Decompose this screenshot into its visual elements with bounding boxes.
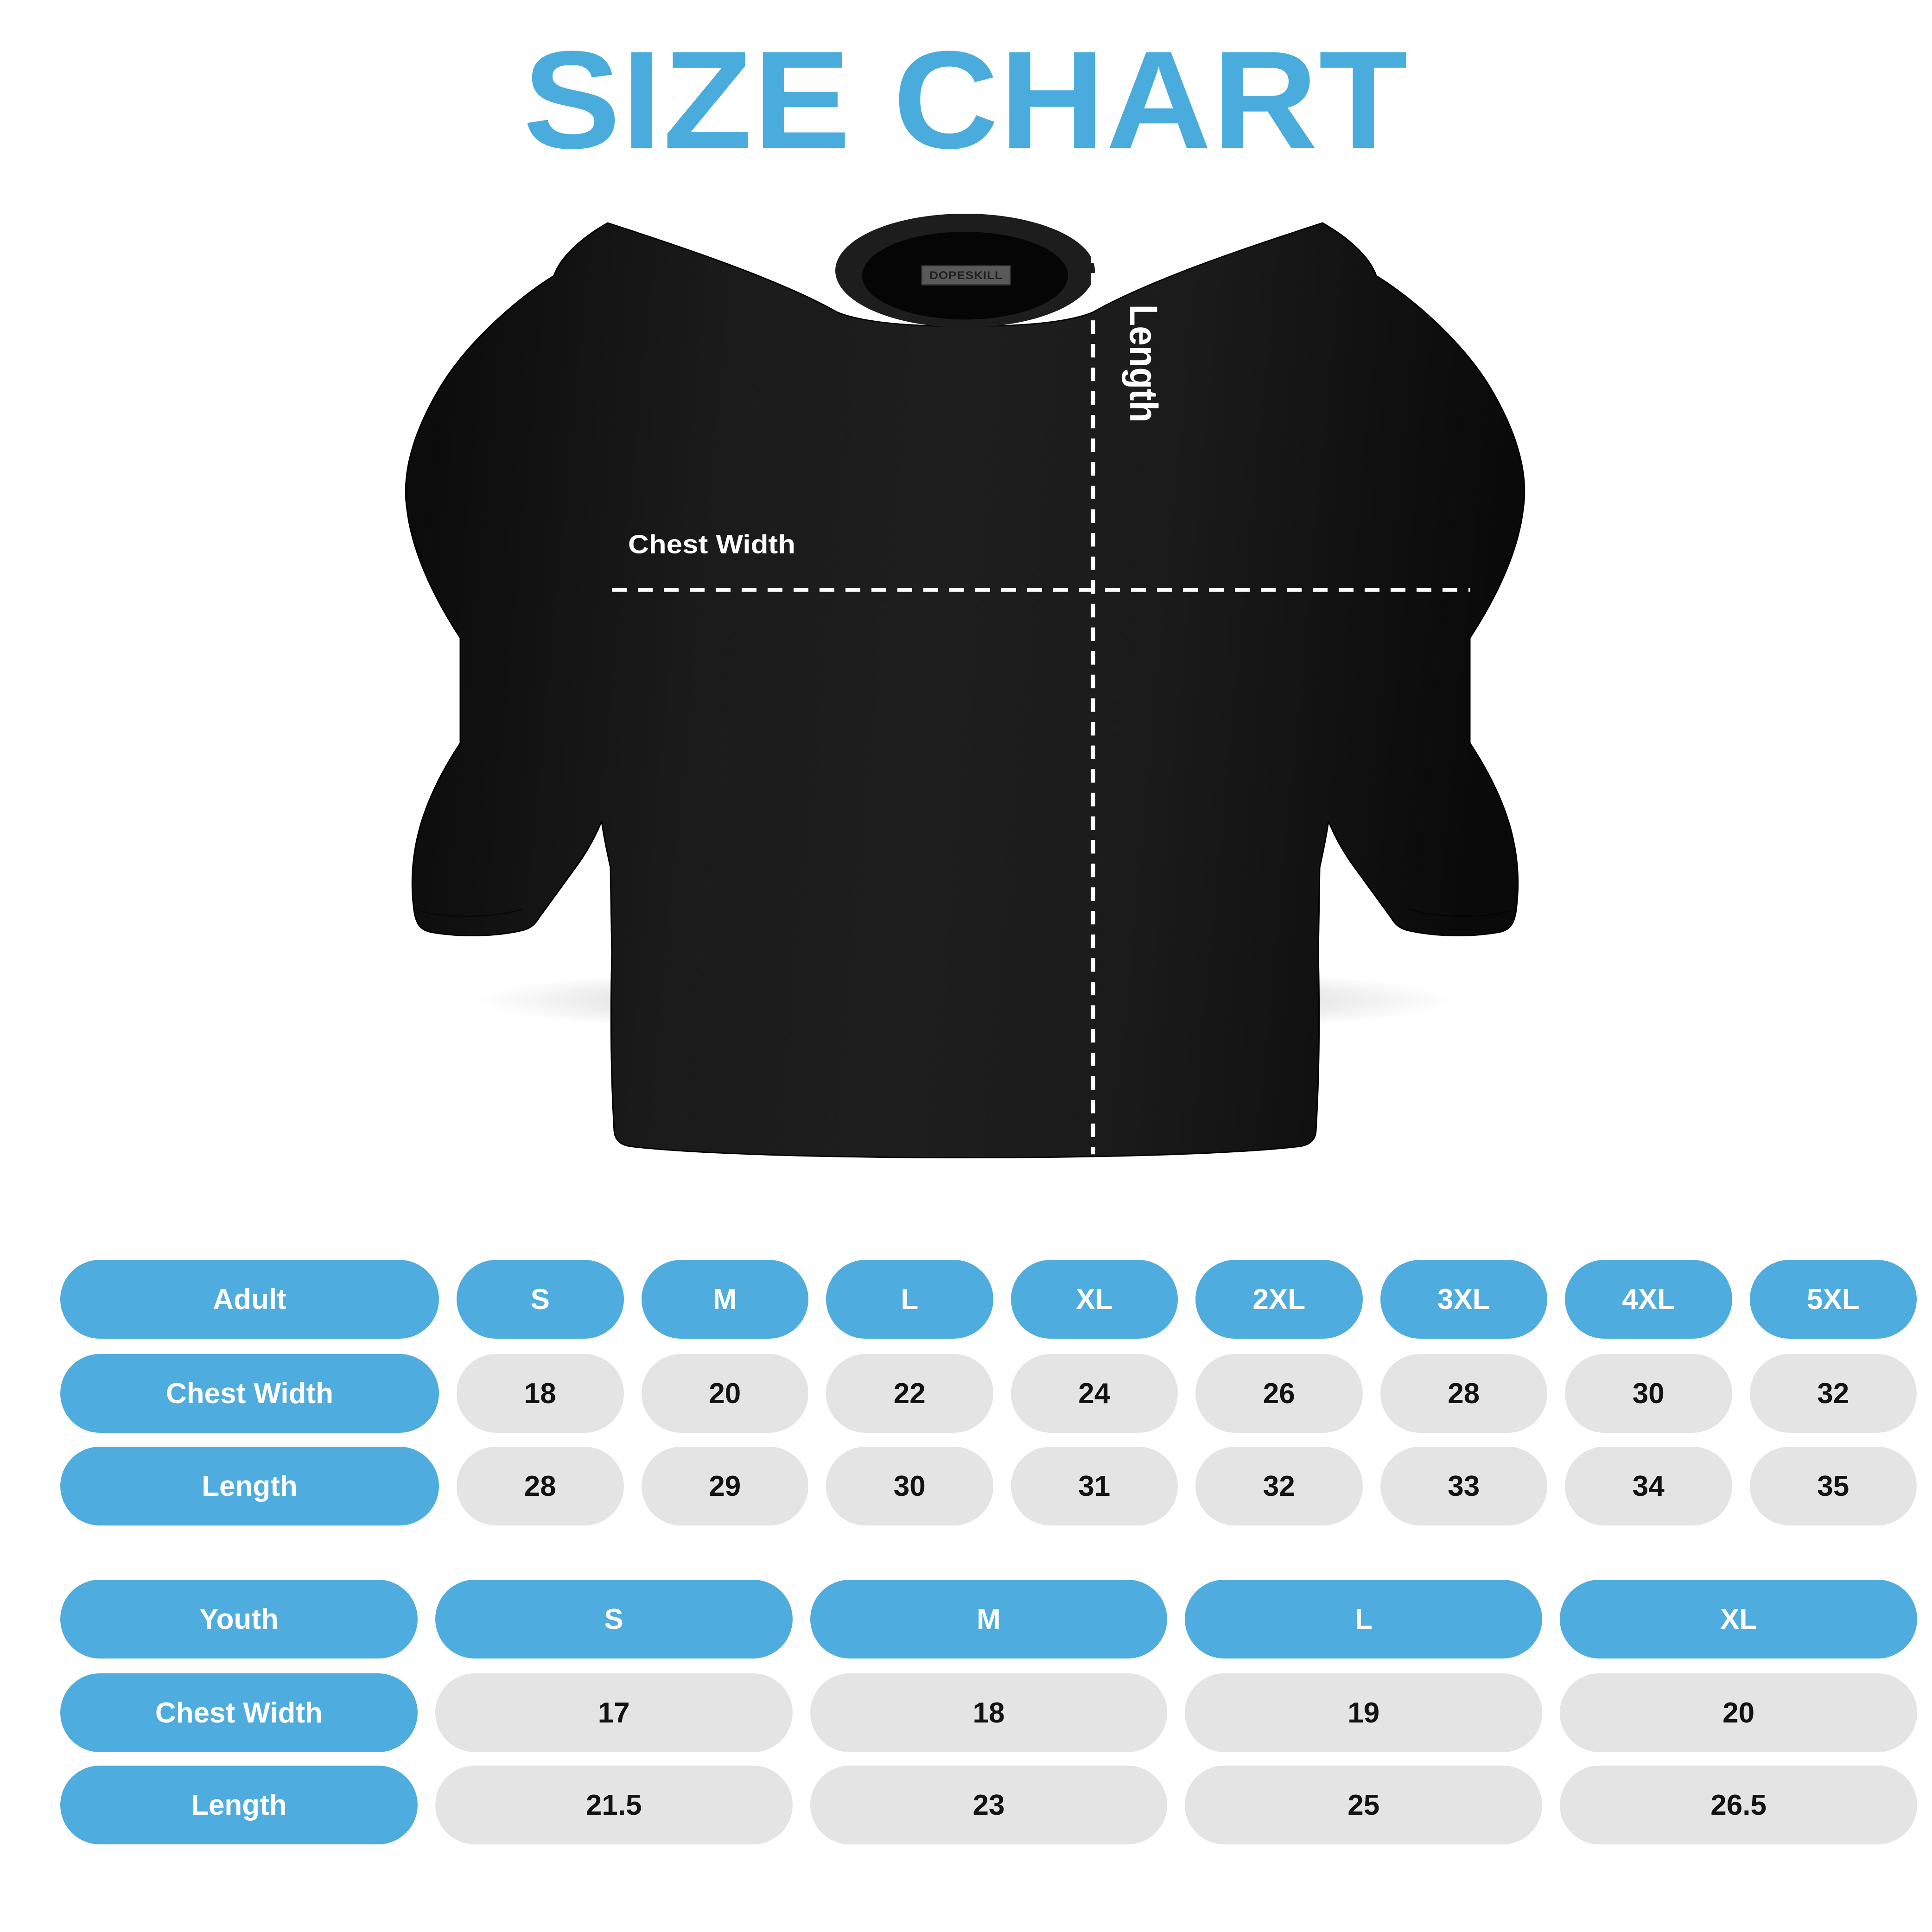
svg-text:DOPESKILL: DOPESKILL (929, 270, 1003, 282)
svg-text:Chest Width: Chest Width (628, 529, 795, 559)
svg-text:Length: Length (1121, 305, 1165, 423)
